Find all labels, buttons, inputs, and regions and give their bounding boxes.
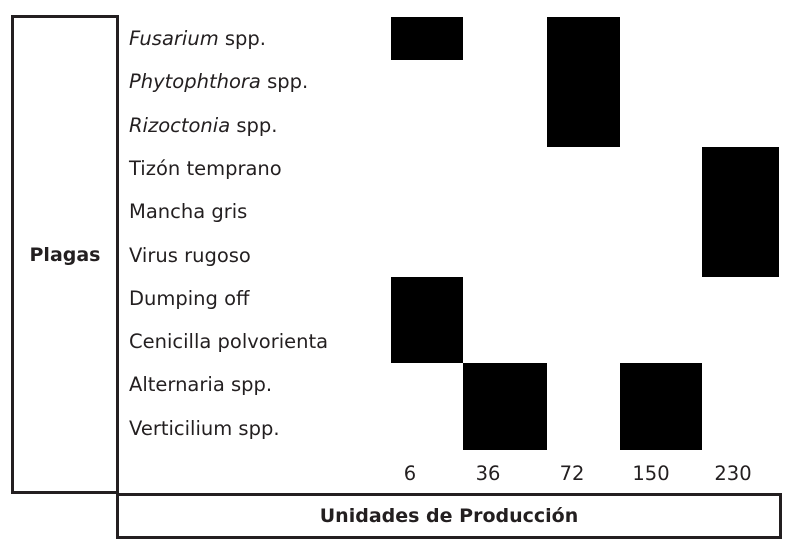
heatmap-cell	[702, 190, 779, 234]
row-label: Virus rugoso	[129, 243, 251, 267]
row-label: Phytophthora spp.	[129, 72, 308, 92]
row-label-text: Mancha gris	[129, 200, 248, 224]
row-label-italic: Fusarium	[129, 27, 219, 50]
heatmap-cell	[620, 407, 702, 450]
heatmap-cell	[463, 407, 547, 450]
x-tick-label: 72	[559, 462, 585, 485]
heatmap-cell	[547, 60, 620, 104]
row-label-text: Dumping off	[129, 286, 250, 310]
row-label-italic: Rizoctonia	[129, 113, 231, 137]
x-axis-label: Unidades de Producción	[319, 505, 579, 527]
y-axis-label: Plagas	[29, 243, 101, 266]
heatmap-cell	[547, 17, 620, 60]
x-tick-label: 36	[475, 462, 501, 485]
row-label: Verticilium spp.	[129, 416, 280, 440]
row-label-text: Alternaria spp.	[129, 373, 273, 397]
heatmap-cell	[620, 363, 702, 407]
row-label-text: Cenicilla polvorienta	[129, 330, 329, 354]
row-label-text: Verticilium spp.	[129, 416, 280, 440]
row-label-text: Tizón temprano	[129, 156, 282, 180]
heatmap-cell	[391, 320, 463, 363]
x-tick-label: 150	[632, 462, 670, 485]
x-axis-frame: Unidades de Producción	[116, 493, 782, 539]
row-label: Dumping off	[129, 286, 250, 310]
x-tick-label: 230	[714, 462, 752, 485]
heatmap-cell	[547, 104, 620, 147]
row-label: Alternaria spp.	[129, 375, 272, 395]
x-tick-label: 6	[403, 462, 417, 485]
heatmap-cell	[463, 363, 547, 407]
row-label-text: spp.	[260, 70, 309, 94]
row-label-text: Virus rugoso	[129, 243, 251, 267]
row-label-text: spp.	[230, 113, 278, 137]
heatmap-cell	[702, 234, 779, 277]
row-label-italic: Phytophthora	[129, 70, 261, 94]
heatmap-cell	[391, 17, 463, 60]
row-label-text: spp.	[218, 27, 266, 50]
heatmap-cell	[391, 277, 463, 320]
y-axis-frame: Plagas	[11, 15, 119, 494]
row-label: Tizón temprano	[129, 156, 282, 180]
row-label: Rizoctonia spp.	[129, 113, 278, 137]
row-label: Cenicilla polvorienta	[129, 332, 328, 352]
row-label: Fusarium spp.	[129, 29, 266, 49]
row-label: Mancha gris	[129, 202, 247, 222]
heatmap-cell	[702, 147, 779, 190]
